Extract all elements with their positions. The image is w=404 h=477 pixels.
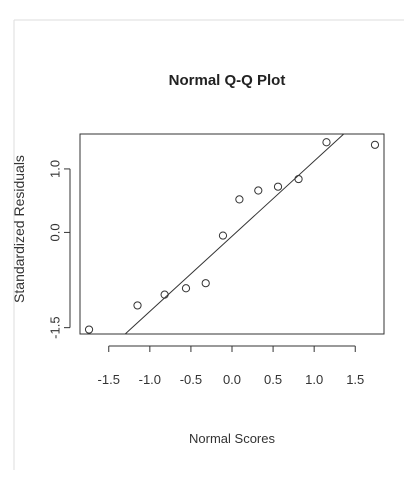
reference-line-group — [124, 133, 345, 335]
data-point — [218, 231, 228, 240]
x-axis: -1.5 -1.0 -0.5 0.0 0.5 1.0 1.5 — [98, 345, 364, 387]
chart-title: Normal Q-Q Plot — [169, 72, 286, 89]
data-points — [84, 138, 380, 334]
reference-line — [124, 133, 345, 335]
x-tick-label: 1.5 — [346, 372, 364, 387]
x-tick-label: -1.0 — [139, 372, 161, 387]
data-point — [235, 195, 244, 204]
x-tick-label: -1.5 — [98, 372, 120, 387]
data-point — [160, 290, 169, 299]
data-point — [273, 182, 283, 191]
y-tick-label: 0.0 — [47, 223, 62, 241]
data-point — [370, 140, 380, 149]
x-tick-label: 0.5 — [264, 372, 282, 387]
data-point — [181, 284, 191, 293]
y-axis-label: Standardized Residuals — [11, 155, 27, 303]
x-tick-label: 1.0 — [305, 372, 323, 387]
data-point — [322, 138, 331, 147]
y-axis: -1.5 0.0 1.0 — [47, 160, 71, 339]
data-point — [84, 325, 94, 334]
data-point — [201, 279, 210, 288]
data-point — [133, 301, 142, 310]
data-point — [254, 186, 263, 195]
x-tick-label: -0.5 — [180, 372, 202, 387]
x-axis-label: Normal Scores — [189, 431, 275, 446]
x-tick-label: 0.0 — [223, 372, 241, 387]
data-point — [294, 174, 303, 184]
y-tick-label: 1.0 — [47, 160, 62, 178]
plot-box — [79, 133, 385, 335]
y-tick-label: -1.5 — [47, 316, 62, 338]
